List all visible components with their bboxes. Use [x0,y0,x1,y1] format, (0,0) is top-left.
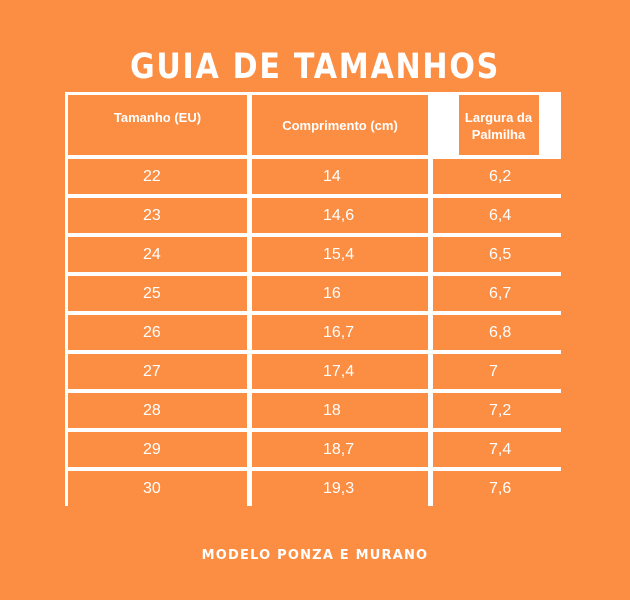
table-cell-length: 19,3 [252,471,428,506]
table-cell-length: 14 [252,159,428,194]
table-cell-size: 27 [68,354,247,389]
table-cell-size: 28 [68,393,247,428]
table-cell-width: 6,4 [433,198,564,233]
table-cell-length: 17,4 [252,354,428,389]
header-length-cm: Comprimento (cm) [252,95,428,155]
table-cell-width: 6,2 [433,159,564,194]
table-cell-width: 7 [433,354,564,389]
table-cell-size: 25 [68,276,247,311]
table-cell-length: 16,7 [252,315,428,350]
table-cell-size: 24 [68,237,247,272]
table-cell-width: 6,7 [433,276,564,311]
size-table: Tamanho (EU) Comprimento (cm) Largura da… [65,92,564,506]
table-cell-length: 14,6 [252,198,428,233]
table-cell-width: 7,6 [433,471,564,506]
table-cell-size: 22 [68,159,247,194]
page-title: GUIA DE TAMANHOS [129,47,501,87]
table-cell-length: 18,7 [252,432,428,467]
model-caption: MODELO PONZA E MURANO [201,548,429,563]
table-cell-size: 23 [68,198,247,233]
table-cell-width: 7,4 [433,432,564,467]
header-size-eu: Tamanho (EU) [68,95,247,155]
table-cell-size: 30 [68,471,247,506]
table-cell-width: 6,5 [433,237,564,272]
table-cell-size: 26 [68,315,247,350]
table-cell-length: 16 [252,276,428,311]
table-cell-length: 15,4 [252,237,428,272]
table-cell-width: 6,8 [433,315,564,350]
header-insole-width: Largura da Palmilha [458,95,539,155]
table-cell-size: 29 [68,432,247,467]
table-cell-length: 18 [252,393,428,428]
table-cell-width: 7,2 [433,393,564,428]
